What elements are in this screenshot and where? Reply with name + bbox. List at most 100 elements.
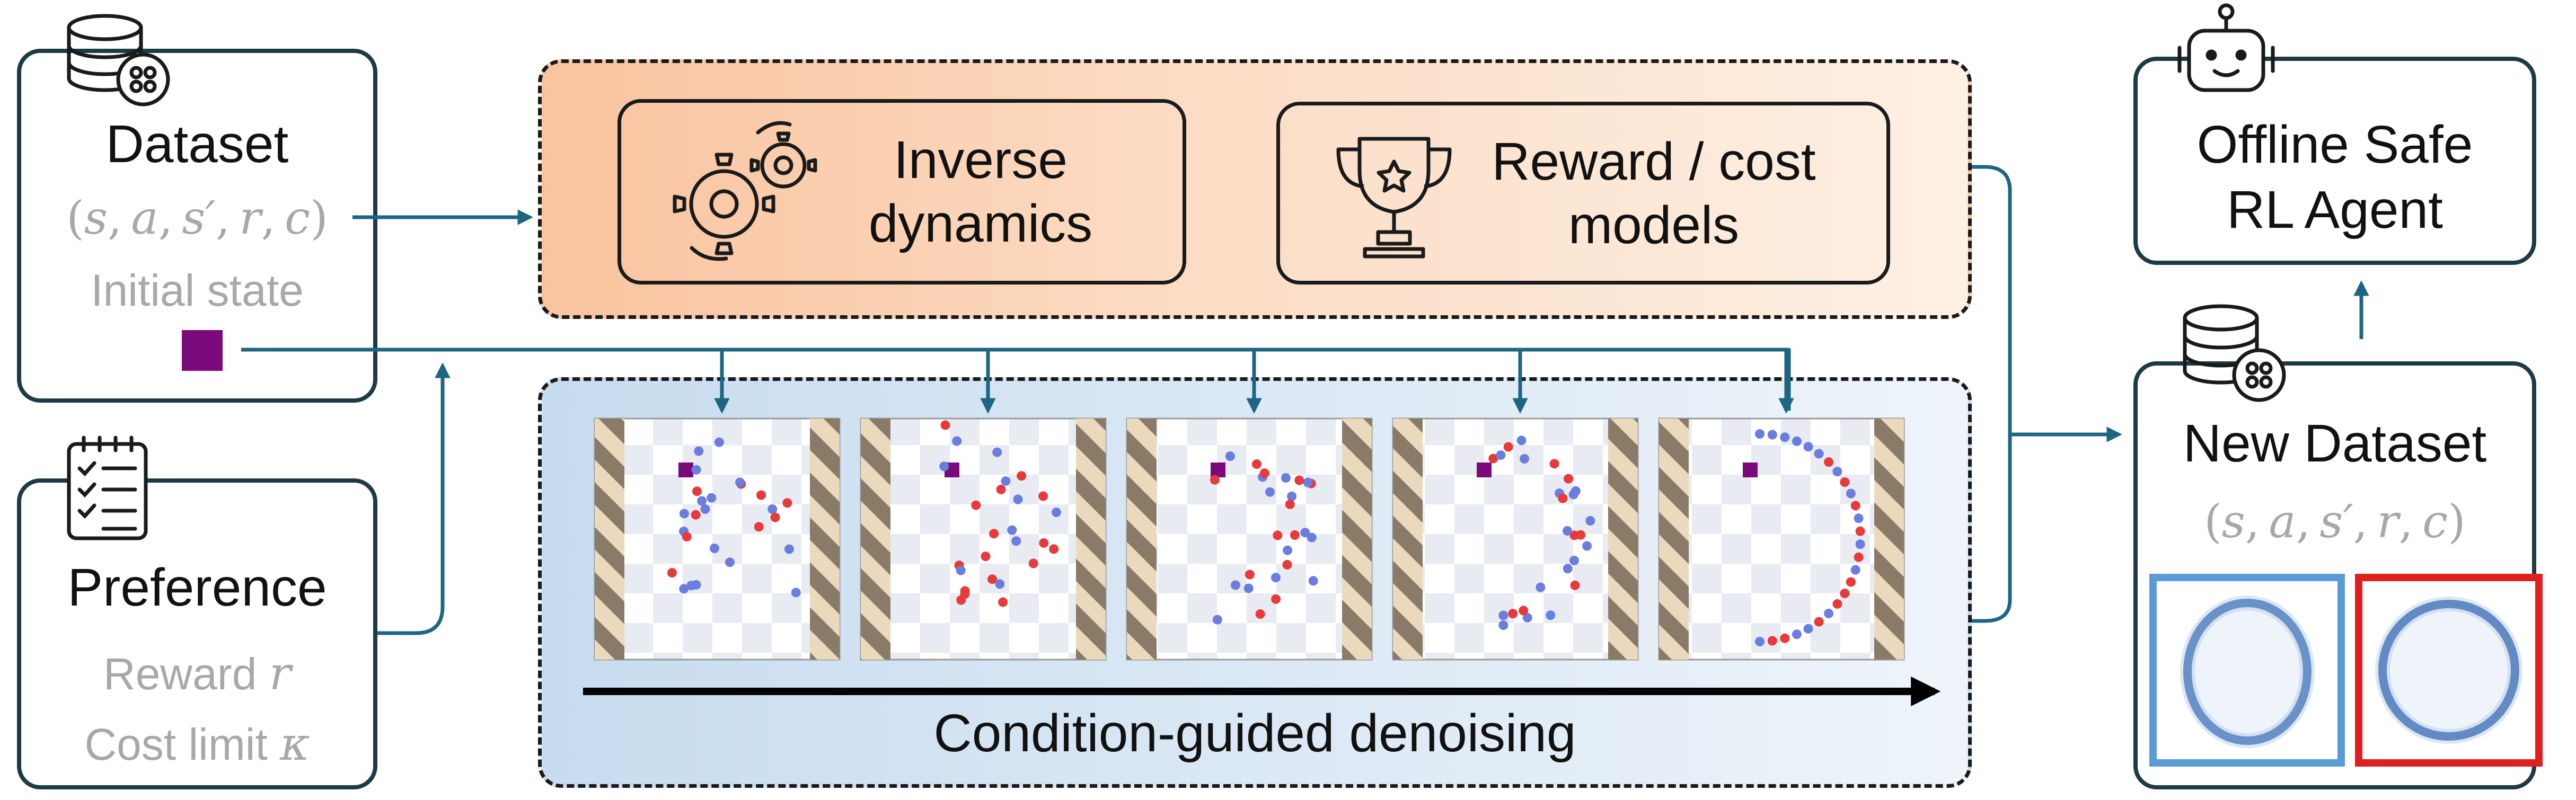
red-point [1038, 491, 1048, 501]
blue-point [1498, 610, 1508, 620]
agent-title: Offline Safe RL Agent [2133, 112, 2536, 243]
cost-limit-line: Cost limit κ [17, 718, 377, 771]
blue-point [767, 504, 778, 514]
tuple-s: s [84, 192, 108, 245]
red-point [1832, 599, 1842, 609]
red-point [1245, 570, 1255, 580]
reward-label: Reward [103, 649, 257, 699]
blue-point [700, 504, 710, 514]
red-point [989, 529, 999, 539]
red-point [1049, 544, 1059, 554]
blue-point [1803, 624, 1813, 634]
blue-point [1307, 532, 1317, 543]
red-point [1488, 454, 1498, 464]
right-wall [1608, 419, 1638, 660]
red-point [1824, 457, 1834, 467]
blue-point [735, 477, 745, 487]
step-background [1392, 417, 1639, 661]
left-wall [1393, 419, 1423, 660]
blue-point [1814, 449, 1824, 459]
blue-point [1850, 565, 1860, 575]
red-point [1840, 477, 1850, 487]
new-tuple-r: r [2377, 495, 2399, 548]
red-point [1259, 468, 1269, 478]
cost-limit-label: Cost limit [84, 719, 268, 769]
red-point [756, 490, 766, 500]
blue-point [1230, 580, 1240, 590]
blue-point [1011, 536, 1021, 546]
blue-point [1212, 615, 1222, 625]
right-wall [1076, 419, 1106, 660]
blue-point [1522, 612, 1532, 623]
blue-point [709, 544, 719, 553]
agent-title-line2: RL Agent [2227, 180, 2443, 239]
blue-point [1300, 528, 1310, 538]
red-point [692, 486, 702, 496]
state-marker [1743, 463, 1758, 477]
blue-point [1225, 451, 1235, 461]
red-point [1854, 552, 1864, 562]
red-point [1290, 530, 1300, 540]
dataset-title: Dataset [105, 114, 289, 174]
red-point [981, 552, 991, 562]
right-wall [810, 419, 840, 660]
red-point [1846, 577, 1856, 587]
step-background [860, 417, 1107, 661]
red-point [1840, 589, 1850, 598]
red-point [691, 510, 701, 520]
blue-point [1569, 555, 1579, 565]
blue-point [1281, 473, 1291, 483]
initial-state-label: Initial state [91, 265, 304, 315]
denoising-step-5 [1658, 417, 1905, 661]
new-tuple-a: a [2269, 495, 2296, 548]
blue-point [1792, 436, 1802, 446]
left-wall [1127, 419, 1157, 660]
blue-point [1007, 525, 1017, 535]
blue-point [1287, 491, 1297, 501]
red-point [1558, 493, 1568, 503]
trophy-icon [1336, 137, 1452, 259]
blue-point [1846, 488, 1856, 499]
blue-point [679, 584, 689, 594]
reward-cost-box [1276, 102, 1890, 285]
red-point [1503, 442, 1513, 452]
blue-point [1563, 526, 1572, 536]
tuple-s-prime: s′ [182, 192, 216, 245]
denoising-steps [594, 417, 1905, 661]
new-tuple-s: s [2221, 495, 2245, 548]
gears-icon [673, 121, 817, 261]
red-point [1039, 538, 1049, 548]
red-point [1576, 530, 1586, 540]
red-point [1285, 499, 1295, 509]
denoising-step-1 [594, 417, 841, 661]
blue-point [956, 565, 966, 575]
blue-point [1001, 476, 1011, 486]
right-wall [1874, 419, 1904, 660]
agent-title-line1: Offline Safe [2196, 115, 2473, 174]
preference-to-state-arrow [377, 362, 451, 635]
red-point [1294, 475, 1304, 485]
red-point [667, 568, 677, 578]
dataset-tuple: (s, a, s′, r, c) [66, 192, 328, 245]
reward-symbol: r [269, 647, 291, 700]
red-point [682, 532, 692, 542]
blue-point [714, 437, 724, 447]
blue-point [939, 461, 949, 472]
database-icon [67, 14, 170, 106]
state-marker [678, 463, 693, 477]
red-point [998, 597, 1008, 607]
blue-point [1568, 490, 1578, 500]
blue-point [1755, 429, 1765, 439]
blue-point [952, 436, 962, 446]
robot-icon [2177, 3, 2275, 92]
cost-limit-symbol: κ [280, 718, 310, 771]
red-point [940, 420, 950, 430]
red-point [996, 484, 1006, 494]
blue-point [1563, 564, 1573, 574]
red-point [1282, 559, 1292, 570]
denoising-step-4 [1392, 417, 1639, 661]
blue-point [1803, 442, 1813, 452]
blue-point [1546, 610, 1556, 620]
blue-point [1792, 629, 1802, 639]
blue-point [1767, 430, 1777, 440]
